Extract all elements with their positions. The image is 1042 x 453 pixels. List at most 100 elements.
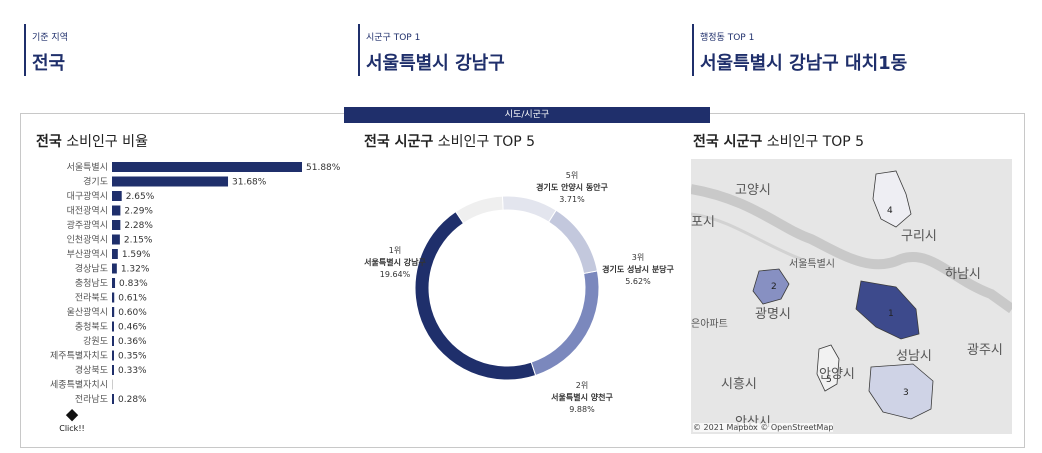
bar-value-label: 2.15% <box>124 236 153 246</box>
city-label: 안양시 <box>819 367 855 382</box>
bar-category-label: 대구광역시 <box>67 190 108 202</box>
bar <box>112 292 115 303</box>
bar-value-label: 0.36% <box>118 337 147 347</box>
slice-name-label: 서울특별시 강남구 <box>364 257 426 267</box>
bar <box>112 321 114 332</box>
bar-value-label: 31.68% <box>232 178 267 188</box>
bar-category-label: 제주특별자치도 <box>50 350 108 362</box>
click-hint[interactable]: ⬥ Click!! <box>57 404 87 434</box>
bar <box>112 263 117 274</box>
marker-label: 5 <box>826 375 832 385</box>
bar-category-label: 충청북도 <box>75 322 108 333</box>
city-label: 성남시 <box>896 349 932 364</box>
slice-value-label: 19.64% <box>380 270 411 279</box>
road <box>691 212 802 261</box>
bar <box>112 379 113 390</box>
bar <box>112 220 121 230</box>
bar-value-label: 1.32% <box>121 265 150 275</box>
slice-rank-label: 3위 <box>632 253 644 262</box>
bar-category-label: 경상남도 <box>75 263 108 275</box>
district-3-shape[interactable] <box>868 363 934 420</box>
bar-value-label: 0.83% <box>119 279 148 289</box>
district-1-shape[interactable] <box>855 280 920 340</box>
bar-value-label: 1.59% <box>122 250 151 260</box>
bar-value-label: 2.28% <box>124 221 153 231</box>
bar <box>112 234 120 245</box>
bar-value-label: 0.28% <box>118 395 147 405</box>
slice-rank-label: 2위 <box>576 381 588 390</box>
bar-value-label: 0.61% <box>118 294 147 304</box>
bar <box>112 394 114 404</box>
kpi-value: 서울특별시 강남구 <box>366 53 505 74</box>
slice-value-label: 5.62% <box>625 277 651 286</box>
city-label: 하남시 <box>945 267 981 282</box>
donut-slice <box>530 270 600 377</box>
bar-category-label: 대전광역시 <box>67 205 108 217</box>
kpi-value: 전국 <box>32 53 66 74</box>
tab-sido-sigungu[interactable]: 시도/시군구 <box>344 107 710 123</box>
bar-category-label: 울산광역시 <box>67 306 108 318</box>
bar-category-label: 충청남도 <box>75 278 108 289</box>
bar-category-label: 인천광역시 <box>67 234 108 246</box>
bar-category-label: 세종특별자치시 <box>50 379 108 391</box>
city-label: 광명시 <box>755 307 791 322</box>
slice-name-label: 경기도 성남시 분당구 <box>602 264 674 274</box>
bar-category-label: 경상북도 <box>75 364 108 376</box>
map-shapes: 4 2 1 3 5 <box>691 170 1012 420</box>
kpi-dong-top1: 행정동 TOP 1 서울특별시 강남구 대치1동 <box>692 24 907 76</box>
bar-value-label: 0.35% <box>118 352 147 362</box>
district-2-shape[interactable] <box>752 268 790 305</box>
bar-value-label: 0.60% <box>118 308 147 318</box>
bar-category-label: 부산광역시 <box>67 248 108 260</box>
kpi-label: 시군구 TOP 1 <box>366 33 421 43</box>
map-panel-title: 전국 시군구 소비인구 TOP 5 <box>693 134 865 150</box>
bar <box>112 176 229 187</box>
city-label: 은아파트 <box>691 319 728 330</box>
marker-label: 1 <box>888 309 894 319</box>
donut-panel-title: 전국 시군구 소비인구 TOP 5 <box>364 134 536 150</box>
bar-category-label: 전라북도 <box>75 293 108 304</box>
bar <box>112 191 122 201</box>
bar-value-label: 0.46% <box>118 323 147 333</box>
bar-value-label: 2.29% <box>124 207 153 217</box>
city-label: 구리시 <box>901 229 937 244</box>
marker-label: 2 <box>771 282 777 292</box>
city-label: 시흥시 <box>721 377 757 392</box>
kpi-value: 서울특별시 강남구 대치1동 <box>700 53 908 74</box>
map-attribution: © 2021 Mapbox © OpenStreetMap <box>693 423 834 432</box>
region-ratio-bar-chart: 서울특별시 51.88% 경기도 31.68% 대구광역시 2.65% 대전광역시 2.29%… <box>50 162 341 405</box>
donut-slice <box>455 195 504 224</box>
bar-category-label: 경기도 <box>83 176 108 188</box>
slice-value-label: 3.71% <box>559 195 585 204</box>
bar <box>112 350 114 361</box>
city-label: 포시 <box>691 215 715 230</box>
bar-value-label: 0.33% <box>118 366 147 376</box>
bar-panel-title: 전국 소비인구 비율 <box>36 134 148 150</box>
donut-slice <box>501 195 557 223</box>
bar-category-label: 서울특별시 <box>67 162 108 173</box>
bar <box>112 249 118 259</box>
kpi-district-top1: 시군구 TOP 1 서울특별시 강남구 <box>358 24 505 76</box>
district-5-shape[interactable] <box>816 344 840 392</box>
up-arrow-icon: ⬥ <box>65 404 79 425</box>
city-label: 고양시 <box>735 183 771 198</box>
district-4-shape[interactable] <box>872 170 912 228</box>
district-map[interactable]: 4 2 1 3 5 고양시 구리시 서울특별시 하남시 광명시 성남시 광주시 … <box>691 159 1012 434</box>
marker-label: 3 <box>903 388 909 398</box>
city-label: 광주시 <box>967 343 1003 358</box>
slice-value-label: 9.88% <box>569 405 595 414</box>
bar <box>112 162 302 172</box>
kpi-label: 기준 지역 <box>32 33 68 43</box>
bar <box>112 278 116 288</box>
bar <box>112 307 115 317</box>
slice-rank-label: 5위 <box>566 171 578 180</box>
bar-category-label: 강원도 <box>83 336 108 347</box>
bar-category-label: 전라남도 <box>75 394 108 405</box>
marker-label: 4 <box>887 206 893 216</box>
bar <box>112 205 121 216</box>
kpi-label: 행정동 TOP 1 <box>700 33 755 43</box>
slice-name-label: 경기도 안양시 동안구 <box>536 182 608 192</box>
bar-value-label: 2.65% <box>126 192 155 202</box>
donut-slice <box>414 210 537 381</box>
bar-value-label: 51.88% <box>306 163 341 173</box>
